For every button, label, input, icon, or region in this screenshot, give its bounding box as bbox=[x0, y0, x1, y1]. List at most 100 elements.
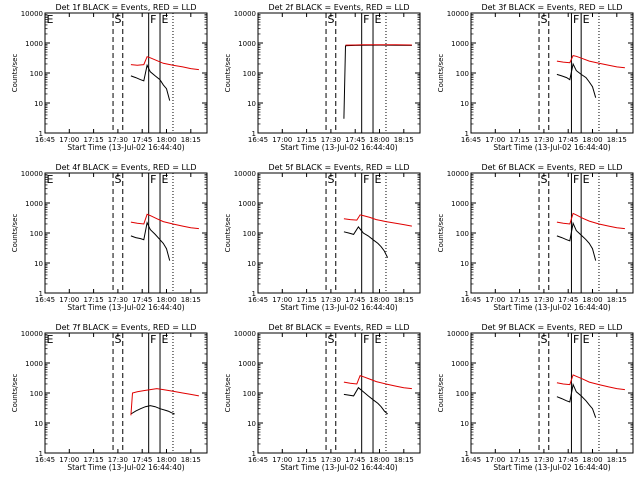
plot-frame bbox=[44, 172, 208, 294]
series-line-events bbox=[556, 221, 597, 261]
chart-title: Det 9f BLACK = Events, RED = LLD bbox=[481, 323, 622, 332]
series-line-events bbox=[343, 386, 388, 415]
marker-label: F bbox=[150, 173, 156, 186]
marker-label: E bbox=[162, 13, 169, 26]
chart-panel-2: Det 2f BLACK = Events, RED = LLD 1 10 100 10… bbox=[224, 3, 421, 152]
y-tick-label: 100 bbox=[30, 390, 43, 398]
y-tick-label: 10 bbox=[247, 100, 256, 108]
x-axis-title: Start Time (13-Jul-02 16:44:40) bbox=[493, 463, 610, 472]
x-tick-label: 16:45 bbox=[35, 296, 55, 304]
x-tick-label: 17:30 bbox=[534, 136, 554, 144]
y-tick-label: 1000 bbox=[451, 40, 469, 48]
marker-label: S bbox=[328, 13, 335, 26]
x-tick-label: 16:45 bbox=[35, 136, 55, 144]
x-tick-label: 18:15 bbox=[394, 456, 414, 464]
x-tick-label: 17:15 bbox=[297, 136, 317, 144]
x-tick-label: 17:00 bbox=[59, 136, 79, 144]
y-axis-title: Counts/sec bbox=[224, 214, 232, 253]
x-tick-label: 17:30 bbox=[321, 456, 341, 464]
x-tick-label: 17:30 bbox=[321, 296, 341, 304]
x-tick-label: 17:45 bbox=[345, 136, 365, 144]
x-tick-label: 17:15 bbox=[297, 296, 317, 304]
chart-title: Det 7f BLACK = Events, RED = LLD bbox=[55, 323, 196, 332]
x-tick-label: 16:45 bbox=[248, 136, 268, 144]
marker-label: E bbox=[583, 13, 590, 26]
marker-label: S bbox=[541, 333, 548, 346]
y-tick-label: 1000 bbox=[238, 200, 256, 208]
marker-label: S bbox=[115, 13, 122, 26]
marker-label: F bbox=[363, 173, 369, 186]
y-tick-label: 10 bbox=[460, 420, 469, 428]
x-tick-label: 17:30 bbox=[108, 456, 128, 464]
x-axis-title: Start Time (13-Jul-02 16:44:40) bbox=[280, 143, 397, 152]
series-line-events bbox=[343, 226, 389, 258]
x-axis-title: Start Time (13-Jul-02 16:44:40) bbox=[493, 303, 610, 312]
marker-label: S bbox=[328, 173, 335, 186]
chart-title: Det 2f BLACK = Events, RED = LLD bbox=[268, 3, 409, 12]
y-axis-title: Counts/sec bbox=[437, 374, 445, 413]
marker-label: F bbox=[363, 13, 369, 26]
chart-title: Det 4f BLACK = Events, RED = LLD bbox=[55, 163, 196, 172]
x-tick-label: 18:00 bbox=[156, 136, 176, 144]
plot-frame bbox=[257, 12, 421, 134]
plot-frame bbox=[44, 12, 208, 134]
y-tick-label: 100 bbox=[243, 390, 256, 398]
x-tick-label: 17:15 bbox=[84, 456, 104, 464]
x-tick-label: 17:45 bbox=[558, 296, 578, 304]
chart-panel-8: Det 8f BLACK = Events, RED = LLD 1 10 100 10… bbox=[224, 323, 421, 472]
y-tick-label: 1 bbox=[252, 130, 256, 138]
marker-label: E bbox=[47, 13, 54, 26]
x-tick-label: 17:00 bbox=[272, 456, 292, 464]
x-tick-label: 17:45 bbox=[345, 296, 365, 304]
x-tick-label: 18:00 bbox=[156, 296, 176, 304]
y-tick-label: 10000 bbox=[21, 330, 43, 338]
x-tick-label: 18:15 bbox=[394, 296, 414, 304]
y-tick-label: 1 bbox=[39, 130, 43, 138]
series-line-lld bbox=[556, 374, 625, 391]
chart-title: Det 5f BLACK = Events, RED = LLD bbox=[268, 163, 409, 172]
x-tick-label: 17:45 bbox=[558, 136, 578, 144]
chart-title: Det 3f BLACK = Events, RED = LLD bbox=[481, 3, 622, 12]
x-tick-label: 17:15 bbox=[84, 136, 104, 144]
series-line-events bbox=[343, 44, 412, 119]
y-axis-title: Counts/sec bbox=[224, 54, 232, 93]
x-axis-title: Start Time (13-Jul-02 16:44:40) bbox=[67, 463, 184, 472]
marker-label: S bbox=[541, 13, 548, 26]
series-line-events bbox=[130, 221, 171, 261]
x-tick-label: 18:00 bbox=[369, 136, 389, 144]
x-tick-label: 16:45 bbox=[461, 456, 481, 464]
x-tick-label: 17:15 bbox=[510, 296, 530, 304]
chart-title: Det 1f BLACK = Events, RED = LLD bbox=[55, 3, 196, 12]
marker-label: S bbox=[115, 333, 122, 346]
chart-title: Det 6f BLACK = Events, RED = LLD bbox=[481, 163, 622, 172]
series-line-lld bbox=[130, 56, 199, 71]
marker-label: E bbox=[583, 333, 590, 346]
y-tick-label: 10 bbox=[34, 260, 43, 268]
x-axis-title: Start Time (13-Jul-02 16:44:40) bbox=[280, 463, 397, 472]
x-tick-label: 17:30 bbox=[534, 456, 554, 464]
marker-label: S bbox=[328, 333, 335, 346]
y-tick-label: 1000 bbox=[25, 360, 43, 368]
y-tick-label: 10000 bbox=[447, 10, 469, 18]
marker-label: E bbox=[47, 173, 54, 186]
x-tick-label: 17:30 bbox=[321, 136, 341, 144]
y-axis-title: Counts/sec bbox=[437, 214, 445, 253]
x-tick-label: 18:15 bbox=[607, 136, 627, 144]
chart-panel-1: Det 1f BLACK = Events, RED = LLD 1 10 100 10… bbox=[11, 3, 208, 152]
x-tick-label: 17:30 bbox=[108, 296, 128, 304]
y-axis-title: Counts/sec bbox=[437, 54, 445, 93]
y-tick-label: 10000 bbox=[447, 170, 469, 178]
y-tick-label: 100 bbox=[456, 70, 469, 78]
x-tick-label: 16:45 bbox=[461, 296, 481, 304]
x-tick-label: 17:30 bbox=[108, 136, 128, 144]
marker-label: E bbox=[375, 173, 382, 186]
y-tick-label: 100 bbox=[243, 230, 256, 238]
marker-label: S bbox=[541, 173, 548, 186]
series-line-lld bbox=[343, 214, 412, 227]
marker-label: F bbox=[363, 333, 369, 346]
y-tick-label: 1 bbox=[39, 290, 43, 298]
x-axis-title: Start Time (13-Jul-02 16:44:40) bbox=[280, 303, 397, 312]
x-tick-label: 17:45 bbox=[132, 296, 152, 304]
marker-label: E bbox=[375, 333, 382, 346]
x-tick-label: 18:00 bbox=[369, 456, 389, 464]
